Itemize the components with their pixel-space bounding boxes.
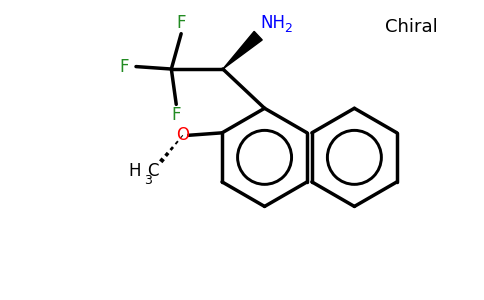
Text: F: F	[119, 58, 128, 76]
Text: Chiral: Chiral	[385, 18, 438, 36]
Text: O: O	[176, 126, 189, 144]
Text: F: F	[176, 14, 186, 32]
Text: 3: 3	[145, 174, 152, 187]
Text: F: F	[171, 106, 181, 124]
Polygon shape	[223, 32, 262, 69]
Text: 2: 2	[284, 22, 291, 35]
Text: C: C	[147, 162, 158, 180]
Text: H: H	[128, 162, 141, 180]
Text: NH: NH	[260, 14, 286, 32]
